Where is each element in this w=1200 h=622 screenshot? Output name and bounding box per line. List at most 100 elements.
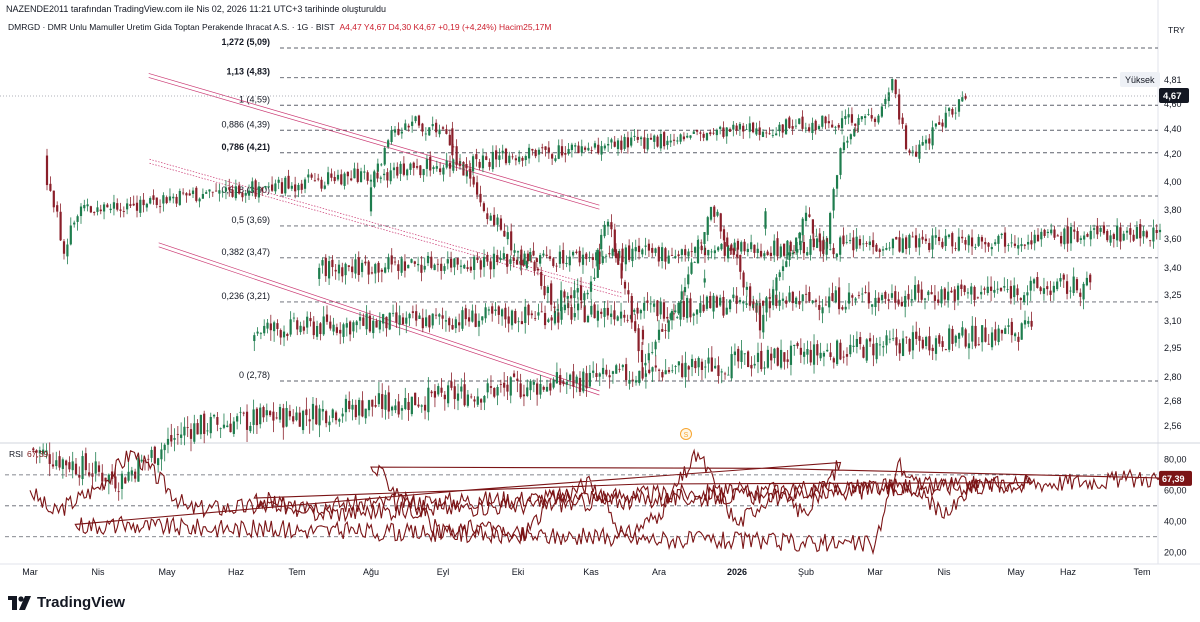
candle-body bbox=[950, 290, 953, 293]
candle-body bbox=[634, 247, 637, 252]
time-axis-label: Şub bbox=[798, 567, 814, 577]
candle-body bbox=[585, 253, 588, 260]
candle-body bbox=[393, 261, 397, 263]
candle-body bbox=[613, 229, 616, 252]
candle-body bbox=[1125, 230, 1129, 233]
candle-body bbox=[888, 338, 891, 340]
candle-body bbox=[593, 143, 597, 148]
candle-body bbox=[783, 352, 786, 362]
candle-body bbox=[229, 423, 232, 433]
candle-body bbox=[901, 117, 904, 125]
candle-body bbox=[323, 185, 326, 189]
candle-body bbox=[496, 386, 499, 396]
candle-body bbox=[73, 222, 76, 225]
candle-body bbox=[1023, 320, 1027, 325]
candle-body bbox=[707, 357, 710, 364]
candle-body bbox=[1139, 224, 1142, 239]
candle-body bbox=[784, 119, 788, 135]
candle-body bbox=[637, 245, 641, 253]
candle-body bbox=[265, 410, 268, 416]
candle-body bbox=[537, 312, 540, 316]
candle-body bbox=[318, 408, 321, 426]
candle-body bbox=[1072, 276, 1075, 293]
candle-body bbox=[573, 290, 576, 299]
candle-body bbox=[905, 237, 908, 250]
candle-body bbox=[395, 312, 398, 323]
candle-body bbox=[224, 187, 228, 192]
candle-body bbox=[735, 125, 738, 131]
candle-body bbox=[587, 147, 590, 151]
candle-body bbox=[617, 253, 620, 265]
candle-body bbox=[944, 112, 947, 128]
candle-body bbox=[324, 257, 327, 277]
candle-body bbox=[362, 317, 365, 326]
rsi-axis-tick: 40,00 bbox=[1164, 516, 1187, 526]
candle-body bbox=[1106, 230, 1109, 241]
candle-body bbox=[904, 125, 908, 150]
candle-body bbox=[915, 151, 918, 157]
candle-body bbox=[840, 118, 844, 129]
candle-body bbox=[1017, 245, 1020, 249]
candle-body bbox=[201, 194, 205, 199]
candle-body bbox=[459, 265, 463, 267]
candle-body bbox=[634, 380, 638, 383]
candle-body bbox=[542, 253, 545, 256]
candle-body bbox=[361, 400, 364, 417]
rsi-axis-tick: 60,00 bbox=[1164, 485, 1187, 495]
candle-body bbox=[915, 331, 918, 339]
candle-body bbox=[736, 240, 740, 250]
candle-body bbox=[347, 265, 350, 267]
candle-body bbox=[1032, 279, 1036, 284]
candle-body bbox=[709, 295, 712, 309]
candle-body bbox=[344, 398, 348, 413]
candle-body bbox=[884, 98, 887, 105]
candle-body bbox=[1029, 280, 1032, 291]
candle-body bbox=[753, 244, 756, 253]
candle-body bbox=[376, 172, 379, 179]
candle-body bbox=[848, 240, 852, 242]
chart-attribution: NAZENDE2011 tarafından TradingView.com i… bbox=[6, 4, 386, 14]
candle-body bbox=[874, 297, 877, 308]
candle-body bbox=[322, 316, 325, 335]
candle-body bbox=[611, 249, 614, 256]
time-axis-label: 2026 bbox=[727, 567, 747, 577]
candle-body bbox=[844, 116, 847, 119]
candle-body bbox=[641, 367, 644, 379]
candle-body bbox=[676, 317, 679, 318]
candle-body bbox=[321, 409, 324, 412]
candle-body bbox=[761, 131, 765, 137]
price-axis-tick: 4,81 bbox=[1164, 75, 1182, 85]
candle-body bbox=[737, 348, 740, 362]
candle-body bbox=[341, 267, 344, 277]
candle-body bbox=[122, 211, 125, 212]
candle-body bbox=[370, 272, 374, 274]
candle-body bbox=[832, 358, 835, 363]
candle-body bbox=[440, 387, 443, 393]
candle-body bbox=[109, 208, 112, 211]
candle-body bbox=[482, 256, 486, 268]
candle-body bbox=[842, 142, 846, 151]
candle-body bbox=[791, 126, 794, 129]
candle-body bbox=[1102, 225, 1106, 234]
candle-body bbox=[600, 234, 603, 250]
candle-body bbox=[506, 254, 509, 267]
candle-body bbox=[804, 127, 807, 129]
candle-body bbox=[636, 136, 639, 140]
candle-body bbox=[856, 128, 859, 130]
candle-body bbox=[205, 192, 208, 194]
tradingview-logo[interactable]: TradingView bbox=[8, 594, 125, 611]
candle-body bbox=[760, 350, 763, 370]
symbol-legend[interactable]: DMRGD · DMR Unlu Mamuller Uretim Gida To… bbox=[8, 22, 551, 32]
candle-body bbox=[783, 243, 786, 256]
candle-body bbox=[870, 115, 873, 119]
candle-body bbox=[890, 293, 894, 298]
candle-body bbox=[657, 247, 660, 262]
candle-body bbox=[529, 251, 532, 261]
candle-body bbox=[735, 295, 738, 304]
candle-body bbox=[758, 305, 762, 331]
candle-body bbox=[878, 344, 882, 346]
candle-body bbox=[793, 344, 796, 346]
candle-body bbox=[434, 314, 438, 316]
candle-body bbox=[377, 262, 380, 273]
